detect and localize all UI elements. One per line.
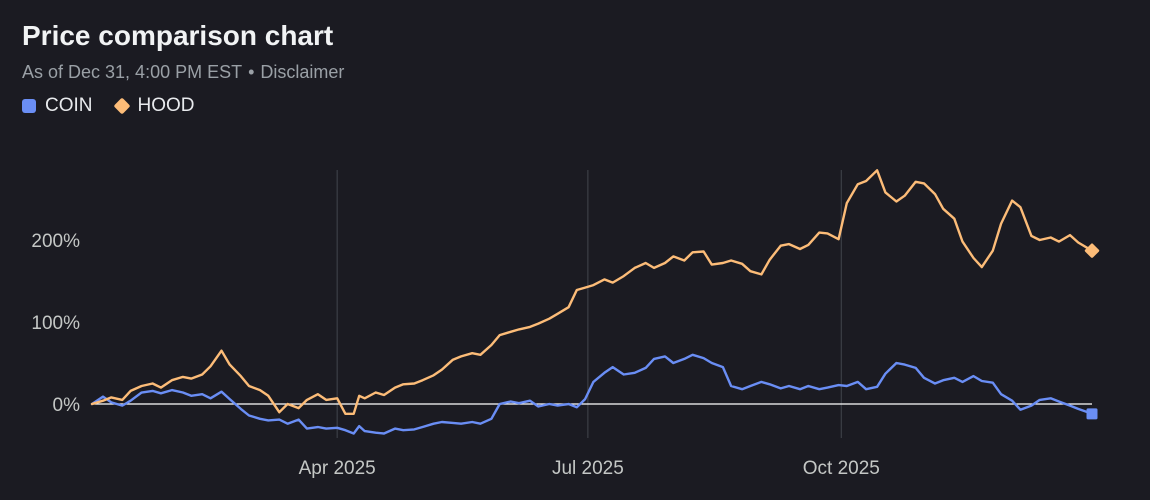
- page-title: Price comparison chart: [22, 20, 334, 51]
- legend-item-hood[interactable]: HOOD: [113, 95, 195, 117]
- y-tick-label: 100%: [31, 313, 80, 334]
- legend-item-coin[interactable]: COIN: [22, 95, 93, 117]
- x-tick-label: Jul 2025: [552, 458, 624, 479]
- as-of-date: As of Dec 31, 4:00 PM EST: [22, 62, 243, 82]
- end-marker-hood: [1084, 243, 1100, 258]
- legend-square-icon: [22, 99, 36, 113]
- chart-subtitle: As of Dec 31, 4:00 PM EST • Disclaimer: [22, 62, 344, 83]
- series-line-hood: [90, 169, 1094, 415]
- chart-legend: COIN HOOD: [22, 95, 215, 117]
- y-tick-label: 0%: [53, 395, 81, 416]
- legend-label-hood: HOOD: [137, 95, 195, 116]
- x-tick-label: Apr 2025: [299, 458, 376, 479]
- y-tick-label: 200%: [31, 231, 80, 252]
- legend-label-coin: COIN: [45, 95, 93, 116]
- subtitle-separator: •: [248, 62, 255, 82]
- end-marker-coin: [1086, 408, 1098, 420]
- x-tick-label: Oct 2025: [803, 458, 880, 479]
- disclaimer-link[interactable]: Disclaimer: [260, 62, 345, 82]
- series-line-coin: [90, 353, 1094, 435]
